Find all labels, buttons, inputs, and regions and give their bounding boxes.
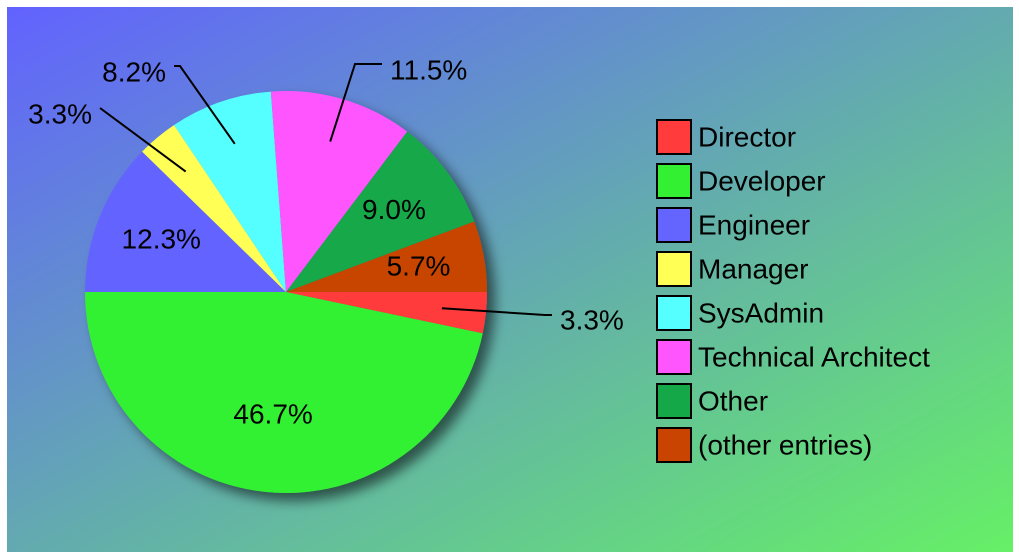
- leader-line: [99, 107, 187, 173]
- legend-label: Developer: [698, 165, 826, 196]
- legend-swatch: [656, 251, 692, 287]
- legend-label: Director: [698, 121, 796, 152]
- legend-swatch: [656, 427, 692, 463]
- leader-line: [174, 65, 236, 145]
- legend-label: Technical Architect: [698, 341, 930, 372]
- data-label: 12.3%: [122, 224, 201, 255]
- data-label: 9.0%: [362, 194, 426, 225]
- legend-swatch: [656, 207, 692, 243]
- pie-slice: [286, 131, 475, 292]
- pie-slice: [85, 151, 286, 292]
- pie-slice: [286, 292, 487, 334]
- legend-swatch: [656, 119, 692, 155]
- legend-label: (other entries): [698, 429, 872, 460]
- legend-swatch: [656, 383, 692, 419]
- pie-slice: [85, 292, 483, 493]
- leader-line: [441, 307, 552, 316]
- data-label: 5.7%: [387, 250, 451, 281]
- legend-label: Engineer: [698, 209, 810, 240]
- legend-swatch: [656, 339, 692, 375]
- data-label: 46.7%: [233, 398, 312, 429]
- data-label: 3.3%: [560, 304, 624, 335]
- data-label: 3.3%: [28, 98, 92, 129]
- legend-label: Other: [698, 385, 768, 416]
- pie: [85, 91, 487, 493]
- legend-label: SysAdmin: [698, 297, 824, 328]
- pie-slice: [286, 221, 487, 292]
- legend-label: Manager: [698, 253, 809, 284]
- data-label: 11.5%: [390, 54, 467, 85]
- leader-line: [329, 63, 382, 142]
- pie-slice: [270, 91, 408, 293]
- legend-swatch: [656, 163, 692, 199]
- pie-slice: [174, 91, 286, 292]
- data-label: 8.2%: [102, 56, 166, 87]
- legend-swatch: [656, 295, 692, 331]
